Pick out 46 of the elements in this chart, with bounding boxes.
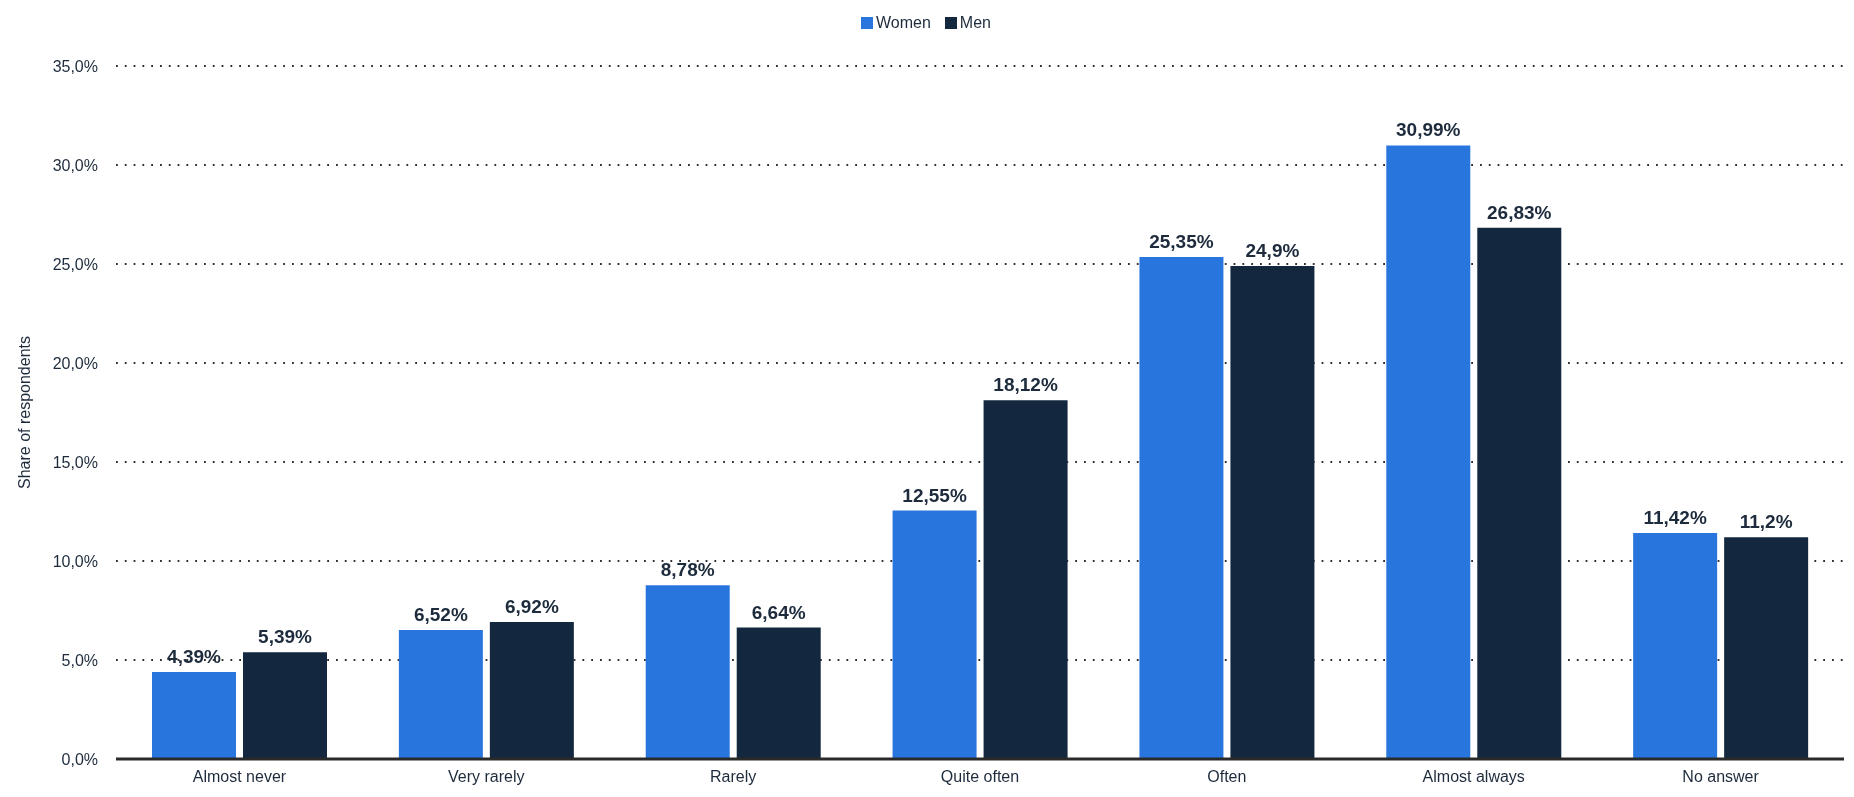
data-label: 18,12% [993,374,1058,396]
bar [489,621,574,759]
data-label: 4,39% [167,646,222,668]
y-tick-label: 20,0% [52,354,98,372]
data-label: 12,55% [902,484,967,506]
bar [1386,145,1471,759]
data-label: 11,2% [1739,511,1793,533]
bar [398,629,483,759]
data-label: 6,92% [504,595,559,617]
x-tick-label: Often [1207,768,1247,786]
data-label: 24,9% [1245,239,1300,261]
bar [736,627,821,759]
data-label: 30,99% [1396,119,1461,141]
bar [892,510,977,759]
data-label: 8,78% [660,559,715,581]
bar [1633,532,1718,759]
x-tick-label: Almost never [192,768,287,786]
data-label: 6,52% [413,603,468,625]
data-label: 25,35% [1149,231,1214,253]
y-tick-label: 15,0% [52,453,98,471]
bar [645,585,730,759]
legend-label: Women [876,14,931,32]
bar [1724,537,1809,759]
x-tick-label: Rarely [710,768,757,786]
y-axis-title: Share of respondents [16,336,34,489]
legend-label: Men [959,14,991,32]
y-tick-label: 30,0% [52,156,98,174]
bar [243,652,327,759]
bar [152,672,236,759]
bar [983,400,1068,759]
x-tick-label: Very rarely [448,768,525,786]
y-tick-label: 25,0% [52,255,98,273]
bar [1477,227,1562,759]
data-label: 26,83% [1487,201,1552,223]
bar [1139,257,1224,759]
data-label: 5,39% [258,626,313,648]
y-tick-label: 0,0% [61,750,98,768]
y-tick-label: 5,0% [61,651,98,669]
data-label: 6,64% [751,601,806,623]
x-tick-label: Almost always [1422,768,1525,786]
x-tick-label: Quite often [940,768,1020,786]
data-label: 11,42% [1643,506,1707,528]
y-tick-label: 35,0% [52,57,98,75]
y-tick-label: 10,0% [52,552,98,570]
bar [1230,265,1315,759]
x-tick-label: No answer [1682,768,1760,786]
